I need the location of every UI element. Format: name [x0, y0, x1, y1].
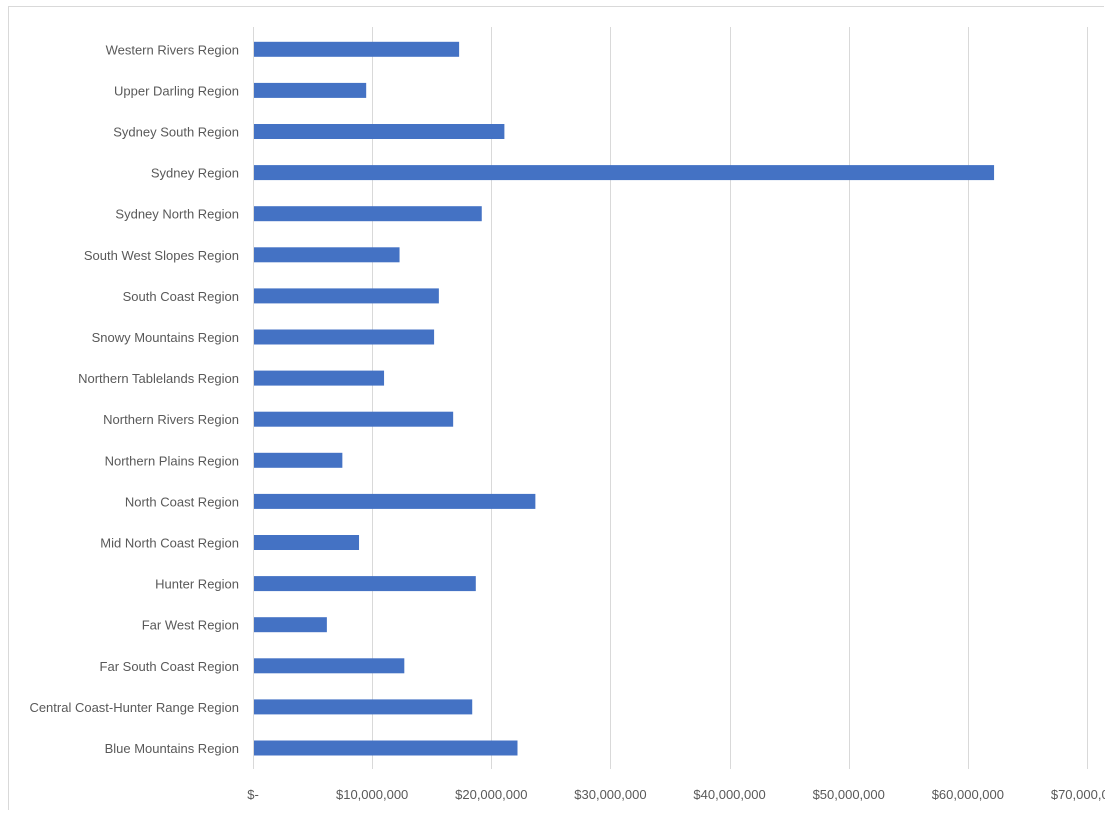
x-tick-label-6: $60,000,000 — [932, 787, 1004, 802]
x-tick-label-5: $50,000,000 — [813, 787, 885, 802]
bar-4 — [254, 617, 327, 633]
bar-chart: Blue Mountains Region Central Coast-Hunte… — [29, 27, 1105, 802]
bar-7 — [254, 493, 536, 509]
bar-10 — [254, 370, 385, 386]
category-label-10: Northern Tablelands Region — [78, 371, 239, 386]
category-label-1: Blue Mountains Region — [105, 741, 239, 756]
category-label-5: Hunter Region — [155, 577, 239, 592]
category-label-8: Northern Plains Region — [105, 453, 239, 468]
x-tick-label-4: $40,000,000 — [693, 787, 765, 802]
x-tick-label-2: $20,000,000 — [455, 787, 527, 802]
bar-6 — [254, 535, 360, 550]
bar-11 — [254, 329, 435, 345]
x-tick-label-1: $10,000,000 — [336, 787, 408, 802]
bar-8 — [254, 452, 343, 468]
category-label-3: Far South Coast Region — [100, 659, 239, 674]
bar-18 — [254, 41, 460, 57]
bar-13 — [254, 247, 400, 263]
bar-3 — [254, 658, 405, 674]
category-label-18: Western Rivers Region — [106, 42, 239, 57]
category-label-9: Northern Rivers Region — [103, 412, 239, 427]
bar-1 — [254, 740, 518, 756]
bar-5 — [254, 576, 476, 592]
bar-17 — [254, 82, 367, 98]
category-label-11: Snowy Mountains Region — [92, 330, 239, 345]
category-label-14: Sydney North Region — [115, 207, 239, 222]
bar-2 — [254, 699, 473, 715]
bar-12 — [254, 288, 439, 304]
x-tick-label-0: $- — [247, 787, 259, 802]
category-label-17: Upper Darling Region — [114, 83, 239, 98]
bar-16 — [254, 124, 505, 139]
category-label-7: North Coast Region — [125, 494, 239, 509]
bar-14 — [254, 206, 482, 222]
category-label-4: Far West Region — [142, 618, 239, 633]
category-label-12: South Coast Region — [123, 289, 239, 304]
category-label-16: Sydney South Region — [113, 125, 239, 140]
bar-15 — [254, 165, 995, 181]
category-label-6: Mid North Coast Region — [100, 536, 239, 551]
category-label-2: Central Coast-Hunter Range Region — [29, 700, 239, 715]
category-label-13: South West Slopes Region — [84, 248, 239, 263]
category-label-15: Sydney Region — [151, 166, 239, 181]
x-tick-label-7: $70,000,000 — [1051, 787, 1105, 802]
x-tick-label-3: $30,000,000 — [574, 787, 646, 802]
bar-9 — [254, 411, 454, 427]
chart-area: Blue Mountains Region Central Coast-Hunte… — [8, 6, 1105, 810]
